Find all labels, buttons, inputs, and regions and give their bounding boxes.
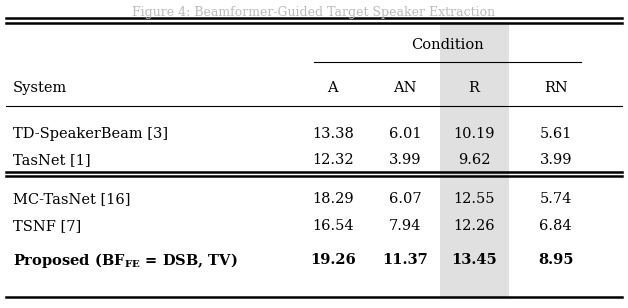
Text: 3.99: 3.99 (539, 153, 572, 167)
Text: System: System (13, 81, 67, 95)
Text: RN: RN (544, 81, 568, 95)
Text: A: A (328, 81, 338, 95)
Text: 16.54: 16.54 (312, 219, 354, 233)
Text: 10.19: 10.19 (453, 127, 495, 141)
Text: TasNet [1]: TasNet [1] (13, 153, 90, 167)
Text: 9.62: 9.62 (458, 153, 490, 167)
Text: 7.94: 7.94 (389, 219, 421, 233)
Text: 6.84: 6.84 (539, 219, 572, 233)
Text: Figure 4: Beamformer-Guided Target Speaker Extraction: Figure 4: Beamformer-Guided Target Speak… (133, 6, 495, 19)
Text: 19.26: 19.26 (310, 253, 355, 267)
Text: Condition: Condition (411, 38, 484, 52)
Text: 6.07: 6.07 (389, 192, 421, 206)
Text: 12.55: 12.55 (453, 192, 495, 206)
Text: 8.95: 8.95 (538, 253, 573, 267)
Text: 13.45: 13.45 (452, 253, 497, 267)
Text: AN: AN (393, 81, 417, 95)
Text: Proposed (BF$_{\mathregular{FE}}$ = DSB, TV): Proposed (BF$_{\mathregular{FE}}$ = DSB,… (13, 251, 237, 270)
Text: R: R (468, 81, 480, 95)
Bar (440, 22, 509, 297)
Text: TD-SpeakerBeam [3]: TD-SpeakerBeam [3] (13, 127, 168, 141)
Text: 6.01: 6.01 (389, 127, 421, 141)
Text: 5.74: 5.74 (539, 192, 572, 206)
Text: TSNF [7]: TSNF [7] (13, 219, 81, 233)
Text: 11.37: 11.37 (382, 253, 428, 267)
Text: 12.26: 12.26 (453, 219, 495, 233)
Text: 18.29: 18.29 (312, 192, 354, 206)
Text: MC-TasNet [16]: MC-TasNet [16] (13, 192, 130, 206)
Text: 12.32: 12.32 (312, 153, 354, 167)
Text: 3.99: 3.99 (389, 153, 421, 167)
Text: 5.61: 5.61 (539, 127, 572, 141)
Text: 13.38: 13.38 (312, 127, 354, 141)
